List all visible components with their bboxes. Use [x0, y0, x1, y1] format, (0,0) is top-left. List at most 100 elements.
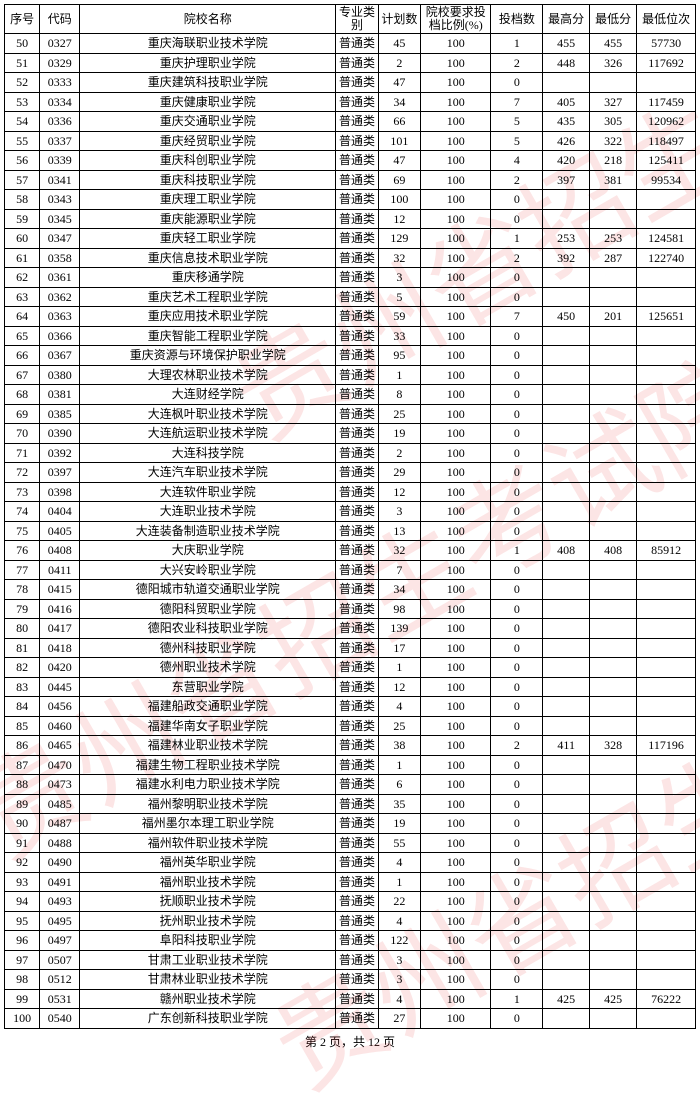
cell-name: 福建生物工程职业技术学院 — [80, 755, 336, 775]
cell-filed: 0 — [491, 287, 543, 307]
cell-plan: 25 — [378, 404, 420, 424]
cell-cat: 普通类 — [336, 911, 378, 931]
cell-name: 甘肃工业职业技术学院 — [80, 950, 336, 970]
cell-plan: 8 — [378, 385, 420, 405]
cell-rank: 118497 — [637, 131, 696, 151]
cell-seq: 88 — [5, 775, 40, 795]
cell-max — [543, 580, 590, 600]
cell-name: 重庆理工职业学院 — [80, 190, 336, 210]
cell-filed: 0 — [491, 775, 543, 795]
cell-min: 201 — [590, 307, 637, 327]
cell-rank — [637, 658, 696, 678]
cell-seq: 96 — [5, 931, 40, 951]
cell-rank — [637, 463, 696, 483]
cell-name: 重庆建筑科技职业学院 — [80, 73, 336, 93]
cell-cat: 普通类 — [336, 736, 378, 756]
cell-rank — [637, 287, 696, 307]
cell-seq: 73 — [5, 482, 40, 502]
cell-name: 重庆科创职业学院 — [80, 151, 336, 171]
cell-plan: 98 — [378, 599, 420, 619]
cell-cat: 普通类 — [336, 131, 378, 151]
cell-ratio: 100 — [420, 775, 491, 795]
cell-min — [590, 346, 637, 366]
cell-max — [543, 716, 590, 736]
cell-seq: 97 — [5, 950, 40, 970]
cell-max — [543, 638, 590, 658]
table-row: 580343重庆理工职业学院普通类1001000 — [5, 190, 696, 210]
cell-filed: 0 — [491, 73, 543, 93]
table-row: 690385大连枫叶职业技术学院普通类251000 — [5, 404, 696, 424]
cell-name: 大连软件职业学院 — [80, 482, 336, 502]
cell-ratio: 100 — [420, 92, 491, 112]
cell-code: 0473 — [40, 775, 80, 795]
cell-min — [590, 911, 637, 931]
cell-plan: 34 — [378, 92, 420, 112]
cell-plan: 34 — [378, 580, 420, 600]
cell-max — [543, 775, 590, 795]
cell-code: 0445 — [40, 677, 80, 697]
cell-cat: 普通类 — [336, 677, 378, 697]
cell-min — [590, 326, 637, 346]
cell-name: 重庆护理职业学院 — [80, 53, 336, 73]
cell-code: 0358 — [40, 248, 80, 268]
cell-filed: 0 — [491, 560, 543, 580]
cell-ratio: 100 — [420, 619, 491, 639]
cell-code: 0531 — [40, 989, 80, 1009]
cell-min: 327 — [590, 92, 637, 112]
cell-plan: 47 — [378, 73, 420, 93]
cell-max — [543, 404, 590, 424]
cell-ratio: 100 — [420, 482, 491, 502]
cell-seq: 84 — [5, 697, 40, 717]
cell-code: 0385 — [40, 404, 80, 424]
cell-min — [590, 268, 637, 288]
cell-seq: 78 — [5, 580, 40, 600]
cell-plan: 45 — [378, 34, 420, 54]
cell-code: 0456 — [40, 697, 80, 717]
cell-rank: 125651 — [637, 307, 696, 327]
cell-rank — [637, 833, 696, 853]
cell-min — [590, 443, 637, 463]
cell-seq: 85 — [5, 716, 40, 736]
table-row: 730398大连软件职业学院普通类121000 — [5, 482, 696, 502]
cell-min: 425 — [590, 989, 637, 1009]
cell-rank — [637, 580, 696, 600]
cell-seq: 63 — [5, 287, 40, 307]
cell-ratio: 100 — [420, 911, 491, 931]
cell-seq: 68 — [5, 385, 40, 405]
cell-seq: 83 — [5, 677, 40, 697]
cell-filed: 0 — [491, 365, 543, 385]
cell-filed: 0 — [491, 463, 543, 483]
cell-seq: 59 — [5, 209, 40, 229]
cell-cat: 普通类 — [336, 170, 378, 190]
cell-code: 0327 — [40, 34, 80, 54]
cell-plan: 7 — [378, 560, 420, 580]
cell-filed: 2 — [491, 736, 543, 756]
cell-cat: 普通类 — [336, 580, 378, 600]
cell-ratio: 100 — [420, 248, 491, 268]
table-row: 830445东营职业学院普通类121000 — [5, 677, 696, 697]
cell-name: 大连财经学院 — [80, 385, 336, 405]
cell-cat: 普通类 — [336, 307, 378, 327]
cell-max — [543, 268, 590, 288]
cell-plan: 4 — [378, 853, 420, 873]
cell-code: 0333 — [40, 73, 80, 93]
cell-seq: 98 — [5, 970, 40, 990]
cell-plan: 122 — [378, 931, 420, 951]
cell-ratio: 100 — [420, 404, 491, 424]
cell-cat: 普通类 — [336, 151, 378, 171]
cell-ratio: 100 — [420, 716, 491, 736]
table-row: 890485福州黎明职业技术学院普通类351000 — [5, 794, 696, 814]
cell-ratio: 100 — [420, 131, 491, 151]
cell-ratio: 100 — [420, 794, 491, 814]
cell-filed: 1 — [491, 34, 543, 54]
cell-name: 重庆智能工程职业学院 — [80, 326, 336, 346]
table-row: 930491福州职业技术学院普通类11000 — [5, 872, 696, 892]
cell-min — [590, 716, 637, 736]
cell-ratio: 100 — [420, 833, 491, 853]
cell-name: 福州英华职业学院 — [80, 853, 336, 873]
cell-max — [543, 911, 590, 931]
cell-seq: 52 — [5, 73, 40, 93]
table-row: 630362重庆艺术工程职业学院普通类51000 — [5, 287, 696, 307]
cell-filed: 0 — [491, 658, 543, 678]
table-row: 610358重庆信息技术职业学院普通类321002392287122740 — [5, 248, 696, 268]
